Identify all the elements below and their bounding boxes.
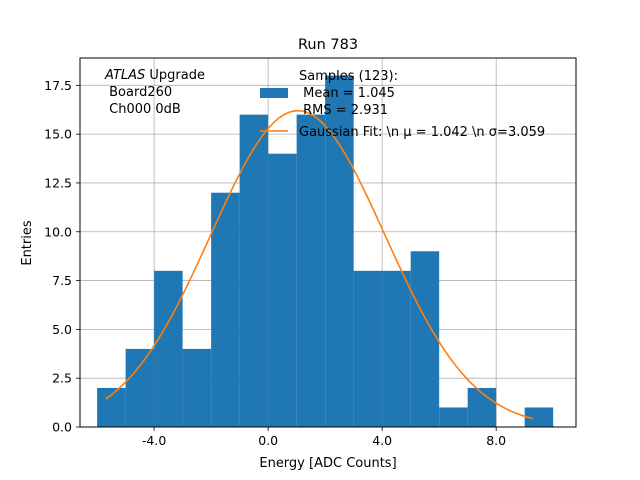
chart-title: Run 783 xyxy=(298,37,358,53)
y-tick-label: 12.5 xyxy=(44,175,72,190)
x-tick-label: 0.0 xyxy=(258,433,278,448)
histogram-bar xyxy=(382,270,411,427)
histogram-bar xyxy=(239,114,269,427)
x-tick-label: 8.0 xyxy=(486,433,506,448)
y-tick-label: 5.0 xyxy=(52,322,72,337)
histogram-bar xyxy=(353,270,383,427)
x-axis-label: Energy [ADC Counts] xyxy=(259,456,396,471)
histogram-bar xyxy=(410,251,440,427)
x-tick-label: -4.0 xyxy=(142,433,166,448)
legend: Samples (123): Mean = 1.045 RMS = 2.931 … xyxy=(260,69,545,140)
annotation-line-1: ATLAS Upgrade xyxy=(104,68,205,83)
histogram-bar xyxy=(125,348,155,427)
x-axis-ticks: -4.0 0.0 4.0 8.0 xyxy=(142,427,506,448)
legend-samples-line-3: RMS = 2.931 xyxy=(299,103,388,118)
annotation-upgrade: Upgrade xyxy=(145,68,205,83)
annotation-line-2: Board260 xyxy=(105,85,172,100)
gaussian-fit-curve xyxy=(105,109,534,420)
legend-fit-label: Gaussian Fit: \n μ = 1.042 \n σ=3.059 xyxy=(299,125,545,140)
histogram-bar xyxy=(154,270,183,427)
y-tick-label: 0.0 xyxy=(52,420,72,435)
legend-samples-line-1: Samples (123): xyxy=(299,69,398,84)
histogram-bars xyxy=(97,75,554,428)
y-axis-label: Entries xyxy=(20,220,35,266)
histogram-bar xyxy=(97,387,126,427)
histogram-bar xyxy=(268,153,297,427)
histogram-bar xyxy=(524,407,554,427)
histogram-bar xyxy=(467,387,497,427)
gaussian-fit xyxy=(105,109,534,420)
x-tick-label: 4.0 xyxy=(372,433,392,448)
annotation-line-3: Ch000 0dB xyxy=(105,102,181,117)
histogram-bar xyxy=(296,114,326,427)
histogram-bar xyxy=(182,348,212,427)
y-tick-label: 15.0 xyxy=(44,127,72,142)
y-tick-label: 17.5 xyxy=(44,78,72,93)
y-tick-label: 7.5 xyxy=(52,273,72,288)
histogram-bar xyxy=(439,407,468,427)
atlas-label: ATLAS xyxy=(104,68,145,83)
annotation-block: ATLAS Upgrade Board260 Ch000 0dB xyxy=(104,68,205,117)
plot-frame xyxy=(79,57,577,428)
histogram-bar xyxy=(211,192,240,427)
y-tick-label: 2.5 xyxy=(52,371,72,386)
y-tick-label: 10.0 xyxy=(44,224,72,239)
histogram-bar xyxy=(325,75,354,428)
legend-samples-patch xyxy=(260,88,288,98)
y-axis-ticks: 0.0 2.5 5.0 7.5 10.0 12.5 15.0 17.5 xyxy=(44,78,80,435)
legend-samples-line-2: Mean = 1.045 xyxy=(299,86,395,101)
